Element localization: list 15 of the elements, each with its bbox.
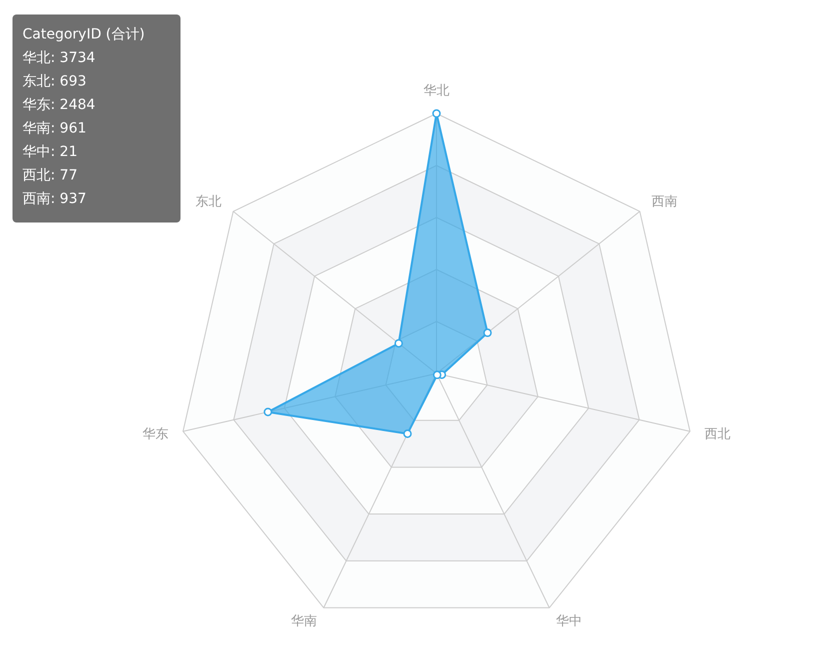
- text: 华东: 2484: [22, 97, 96, 113]
- spoke-label: 华东: [142, 427, 168, 442]
- spoke-label: 华中: [556, 614, 582, 629]
- spoke-label: 西北: [704, 427, 731, 442]
- text: 东北: 693: [22, 74, 86, 90]
- text: 华南: 961: [22, 120, 86, 136]
- spoke-label: 西南: [652, 194, 678, 210]
- spoke-label: 华北: [424, 84, 450, 98]
- spoke-label: 东北: [195, 194, 222, 210]
- text: 华北: 3734: [22, 50, 96, 66]
- text: 西北: 77: [22, 168, 78, 184]
- text: CategoryID (合计): [22, 26, 145, 42]
- spoke-label: 华南: [291, 614, 318, 629]
- text: 西南: 937: [22, 191, 86, 207]
- text: 华中: 21: [22, 144, 78, 160]
